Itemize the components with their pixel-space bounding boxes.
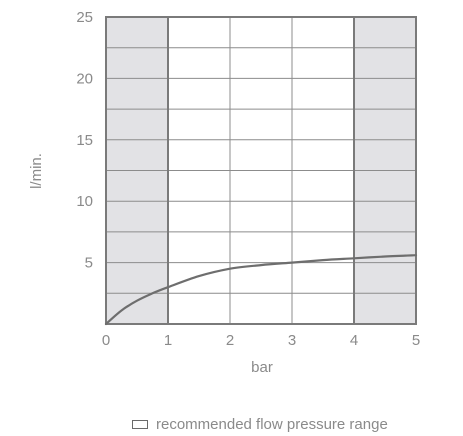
series-layer [104, 254, 418, 326]
legend-swatch [132, 420, 148, 429]
y-tick-label-25: 25 [76, 9, 93, 26]
series-line-0 [104, 254, 418, 326]
y-tick-labels: 5 10 15 20 25 [76, 9, 93, 272]
x-tick-label-4: 4 [350, 332, 358, 349]
y-tick-label-10: 10 [76, 193, 93, 210]
x-tick-label-3: 3 [288, 332, 296, 349]
legend-label: recommended flow pressure range [156, 416, 388, 433]
legend: recommended flow pressure range [132, 416, 388, 433]
x-tick-label-2: 2 [226, 332, 234, 349]
x-tick-label-1: 1 [164, 332, 172, 349]
x-tick-label-0: 0 [102, 332, 110, 349]
y-axis-label: l/min. [28, 153, 45, 189]
x-tick-labels: 0 1 2 3 4 5 [102, 332, 420, 349]
y-tick-label-15: 15 [76, 132, 93, 149]
y-tick-label-5: 5 [85, 255, 93, 272]
plot-frame [105, 16, 417, 325]
y-tick-label-20: 20 [76, 70, 93, 87]
grid-lines [106, 17, 416, 324]
x-axis-label: bar [251, 359, 273, 376]
x-tick-label-5: 5 [412, 332, 420, 349]
plot-border [105, 16, 417, 325]
